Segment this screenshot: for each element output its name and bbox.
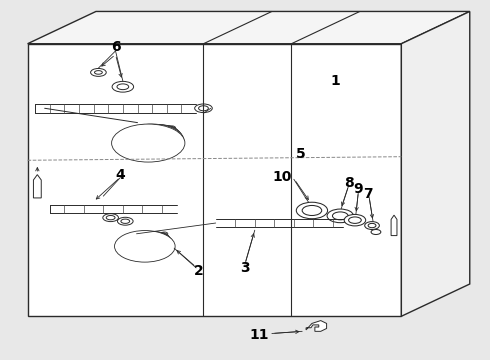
Ellipse shape [365, 222, 379, 229]
Polygon shape [401, 12, 470, 316]
Ellipse shape [368, 224, 376, 228]
Ellipse shape [371, 229, 381, 234]
Polygon shape [391, 215, 397, 235]
Text: 6: 6 [111, 40, 121, 54]
Text: 9: 9 [354, 181, 363, 195]
Ellipse shape [121, 124, 184, 157]
Ellipse shape [327, 209, 353, 223]
Ellipse shape [95, 71, 102, 74]
Ellipse shape [319, 325, 325, 328]
Ellipse shape [149, 126, 178, 140]
Ellipse shape [296, 202, 328, 219]
Ellipse shape [121, 219, 130, 224]
Ellipse shape [91, 68, 106, 76]
Ellipse shape [302, 206, 322, 216]
Text: 8: 8 [343, 176, 353, 189]
Ellipse shape [168, 126, 175, 130]
Ellipse shape [161, 232, 168, 235]
Ellipse shape [112, 81, 134, 92]
Ellipse shape [106, 216, 115, 220]
Ellipse shape [153, 232, 168, 240]
Text: 11: 11 [249, 328, 269, 342]
Text: 2: 2 [194, 265, 203, 278]
Ellipse shape [117, 84, 129, 90]
Ellipse shape [118, 217, 133, 225]
Text: 5: 5 [296, 147, 306, 161]
Text: 4: 4 [116, 168, 125, 182]
Ellipse shape [115, 230, 175, 262]
Polygon shape [27, 12, 470, 44]
Polygon shape [306, 320, 327, 331]
Ellipse shape [348, 217, 361, 224]
Ellipse shape [130, 125, 182, 152]
Ellipse shape [144, 232, 170, 246]
Text: 3: 3 [240, 261, 250, 275]
Polygon shape [27, 44, 401, 316]
Ellipse shape [112, 124, 185, 162]
Ellipse shape [198, 106, 208, 111]
Text: 7: 7 [363, 186, 373, 201]
Ellipse shape [124, 231, 173, 256]
Ellipse shape [140, 125, 180, 146]
Ellipse shape [332, 212, 348, 220]
Ellipse shape [159, 126, 176, 135]
Text: 10: 10 [272, 170, 292, 184]
Polygon shape [33, 175, 41, 198]
Ellipse shape [195, 104, 212, 113]
Ellipse shape [134, 231, 171, 251]
Text: 1: 1 [331, 75, 340, 89]
Ellipse shape [344, 215, 366, 226]
Ellipse shape [103, 214, 119, 222]
